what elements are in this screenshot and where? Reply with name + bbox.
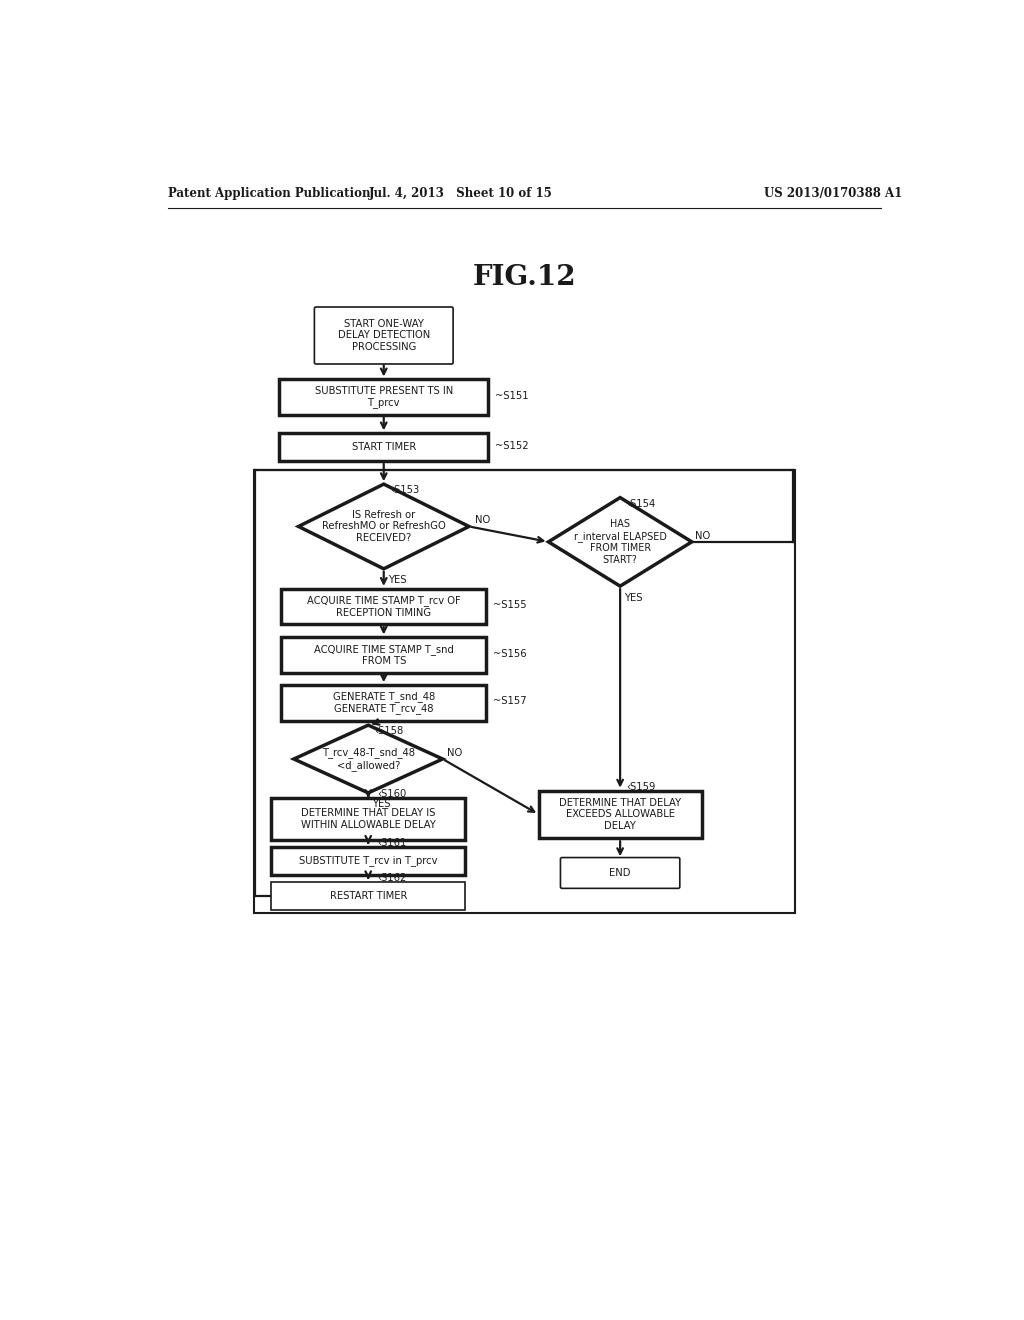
Text: ~S152: ~S152 [495, 441, 528, 450]
Text: T_rcv_48-T_snd_48
<d_allowed?: T_rcv_48-T_snd_48 <d_allowed? [322, 747, 415, 771]
Text: ACQUIRE TIME STAMP T_snd
FROM TS: ACQUIRE TIME STAMP T_snd FROM TS [313, 644, 454, 667]
Text: ‹S158: ‹S158 [375, 726, 403, 737]
FancyBboxPatch shape [271, 882, 465, 909]
FancyBboxPatch shape [314, 308, 453, 364]
Text: ~S157: ~S157 [493, 696, 526, 706]
Text: Jul. 4, 2013   Sheet 10 of 15: Jul. 4, 2013 Sheet 10 of 15 [370, 186, 553, 199]
Polygon shape [294, 725, 442, 793]
Text: YES: YES [388, 576, 407, 585]
FancyBboxPatch shape [280, 379, 488, 414]
FancyBboxPatch shape [271, 799, 465, 840]
Text: YES: YES [372, 800, 390, 809]
Text: SUBSTITUTE PRESENT TS IN
T_prcv: SUBSTITUTE PRESENT TS IN T_prcv [314, 385, 453, 408]
Text: ~S151: ~S151 [495, 391, 528, 400]
FancyBboxPatch shape [271, 847, 465, 874]
Text: START TIMER: START TIMER [351, 442, 416, 453]
Polygon shape [299, 484, 469, 569]
Text: NO: NO [475, 515, 490, 525]
Text: ACQUIRE TIME STAMP T_rcv OF
RECEPTION TIMING: ACQUIRE TIME STAMP T_rcv OF RECEPTION TI… [307, 595, 461, 618]
Text: ‹S153: ‹S153 [390, 486, 419, 495]
Text: ‹S159: ‹S159 [627, 781, 655, 792]
Text: IS Refresh or
RefreshMO or RefreshGO
RECEIVED?: IS Refresh or RefreshMO or RefreshGO REC… [322, 510, 445, 543]
FancyBboxPatch shape [281, 638, 486, 673]
Text: ‹S161: ‹S161 [378, 838, 407, 847]
Text: START ONE-WAY
DELAY DETECTION
PROCESSING: START ONE-WAY DELAY DETECTION PROCESSING [338, 319, 430, 352]
Text: HAS
r_interval ELAPSED
FROM TIMER
START?: HAS r_interval ELAPSED FROM TIMER START? [573, 519, 667, 565]
FancyBboxPatch shape [280, 433, 488, 461]
Text: ‹S162: ‹S162 [378, 874, 407, 883]
Text: GENERATE T_snd_48
GENERATE T_rcv_48: GENERATE T_snd_48 GENERATE T_rcv_48 [333, 692, 435, 714]
FancyBboxPatch shape [281, 589, 486, 624]
Text: DETERMINE THAT DELAY
EXCEEDS ALLOWABLE
DELAY: DETERMINE THAT DELAY EXCEEDS ALLOWABLE D… [559, 797, 681, 832]
Text: RESTART TIMER: RESTART TIMER [330, 891, 407, 902]
Text: DETERMINE THAT DELAY IS
WITHIN ALLOWABLE DELAY: DETERMINE THAT DELAY IS WITHIN ALLOWABLE… [301, 808, 435, 830]
Text: ~S155: ~S155 [493, 601, 526, 610]
FancyBboxPatch shape [560, 858, 680, 888]
Text: ‹S160: ‹S160 [378, 789, 407, 800]
Text: END: END [609, 869, 631, 878]
Text: ~S156: ~S156 [493, 648, 526, 659]
Text: Patent Application Publication: Patent Application Publication [168, 186, 371, 199]
Polygon shape [549, 498, 692, 586]
Text: NO: NO [446, 748, 462, 758]
Text: ‹S154: ‹S154 [627, 499, 655, 508]
FancyBboxPatch shape [539, 791, 701, 838]
Text: FIG.12: FIG.12 [473, 264, 577, 292]
Text: SUBSTITUTE T_rcv in T_prcv: SUBSTITUTE T_rcv in T_prcv [299, 855, 437, 866]
Text: NO: NO [695, 531, 711, 541]
Text: YES: YES [624, 593, 642, 603]
FancyBboxPatch shape [281, 685, 486, 721]
Text: US 2013/0170388 A1: US 2013/0170388 A1 [764, 186, 902, 199]
